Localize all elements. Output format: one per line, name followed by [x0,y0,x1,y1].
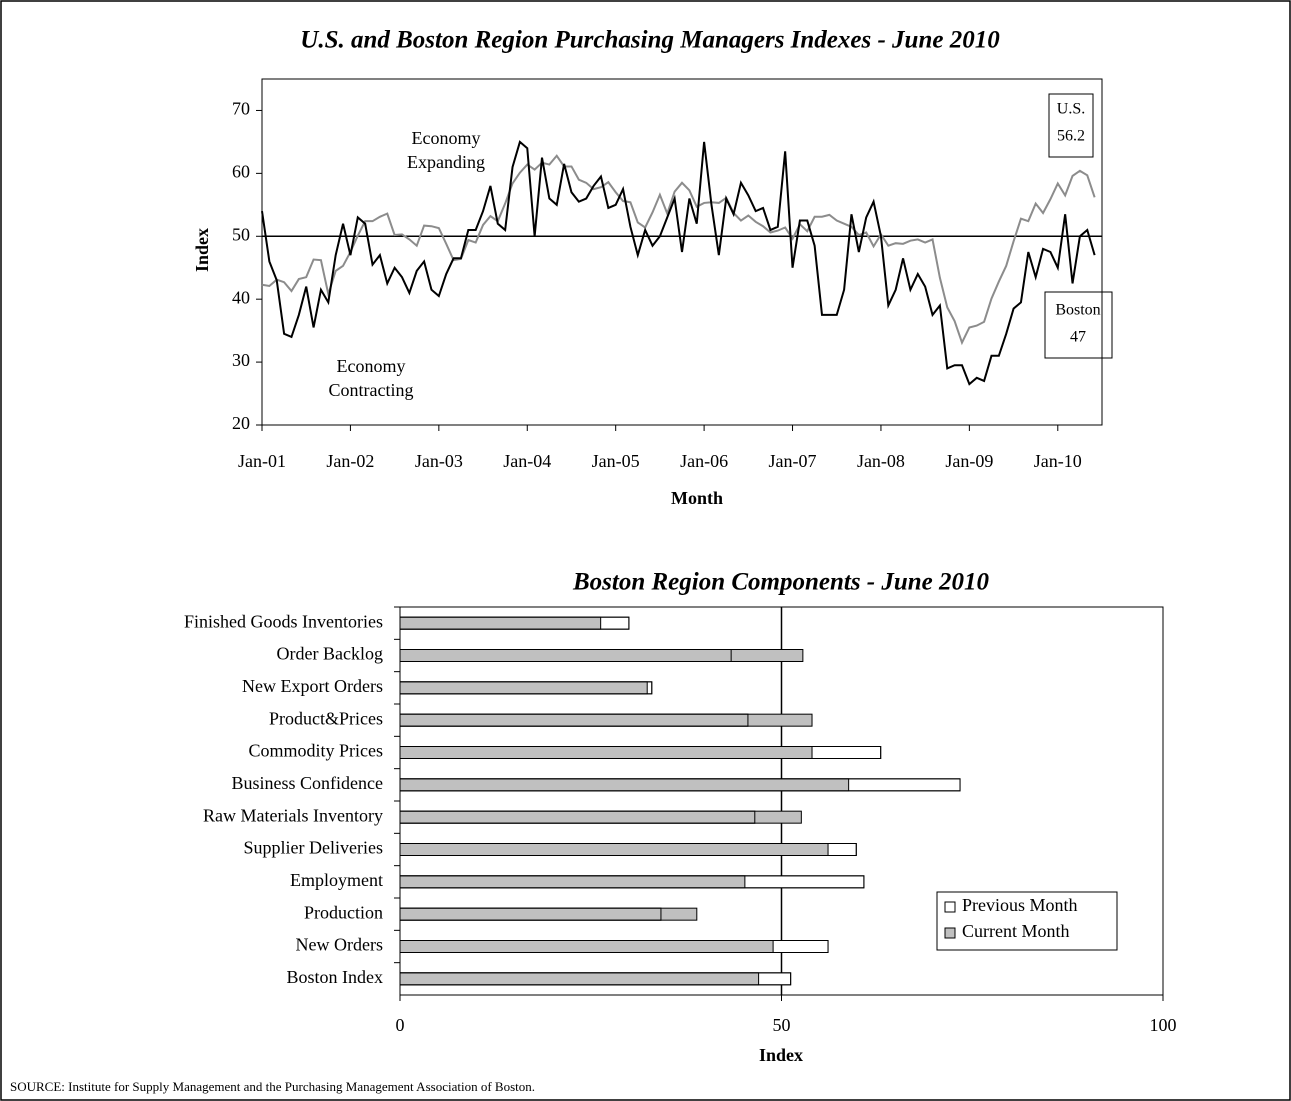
bar-title: Boston Region Components - June 2010 [572,569,990,596]
bar-outline [399,972,792,986]
end-label-box [1048,93,1094,158]
bar [399,940,774,953]
x-tick-label: Jan-04 [503,451,551,471]
y-axis-label: Index [192,228,212,272]
y-tick-label: Commodity Prices [249,741,384,761]
plot-area [261,78,1103,426]
legend-swatch [944,901,956,913]
legend-box [936,891,1118,951]
bar [399,649,804,662]
bar-outline [399,713,749,727]
legend-swatch [944,927,956,939]
x-tick-label: Jan-07 [769,451,817,471]
annotation: Contracting [329,380,414,400]
annotation: Economy [337,356,406,376]
bar-outline [399,875,865,889]
x-tick-label: 100 [1150,1015,1177,1035]
bar-outline [399,681,653,695]
bar-outline [399,810,756,824]
bar [399,972,760,986]
end-label: Boston [1055,302,1100,319]
bar [399,907,698,921]
annotation: Expanding [407,152,485,172]
y-tick-label: Order Backlog [277,644,383,664]
bar [399,746,813,759]
line-title: U.S. and Boston Region Purchasing Manage… [300,27,1000,54]
x-tick-label: 0 [396,1015,405,1035]
bar-outline [399,649,732,662]
y-tick-label: Supplier Deliveries [244,838,383,858]
bar-outline [399,843,857,856]
y-tick-label: Boston Index [287,967,384,987]
end-label: U.S. [1057,101,1085,118]
x-tick-label: Jan-03 [415,451,463,471]
bar-outline [399,746,882,759]
y-tick-label: 70 [232,99,250,119]
bar-outline [399,778,961,792]
y-tick-label: 60 [232,161,250,181]
x-tick-label: Jan-10 [1034,451,1082,471]
x-tick-label: Jan-05 [592,451,640,471]
y-tick-label: 20 [232,413,250,433]
annotation: Economy [412,128,481,148]
y-tick-label: Product&Prices [269,708,383,728]
x-tick-label: Jan-09 [945,451,993,471]
y-tick-label: 30 [232,350,250,370]
bar [399,810,802,824]
x-axis-label: Index [759,1045,803,1065]
y-tick-label: Finished Goods Inventories [184,611,383,631]
y-tick-label: New Export Orders [242,676,383,696]
bar [399,681,648,695]
x-tick-label: 50 [773,1015,791,1035]
y-tick-label: 50 [232,224,250,244]
x-tick-label: Jan-01 [238,451,286,471]
x-axis-label: Month [671,488,723,508]
bar-outline [399,907,662,921]
y-tick-label: Business Confidence [232,773,383,793]
bar [399,778,850,792]
line-series [261,140,1096,386]
bar [399,713,813,727]
y-tick-label: Employment [290,870,383,890]
y-tick-label: Raw Materials Inventory [203,805,383,825]
y-tick-label: New Orders [296,935,383,955]
y-tick-label: Production [304,902,383,922]
legend-label: Previous Month [962,895,1078,915]
x-tick-label: Jan-02 [326,451,374,471]
x-tick-label: Jan-08 [857,451,905,471]
bar-outline [399,940,829,953]
line-series [261,154,1096,346]
bar [399,875,746,889]
x-tick-label: Jan-06 [680,451,728,471]
y-tick-label: 40 [232,287,250,307]
end-label: 56.2 [1057,128,1085,145]
legend-label: Current Month [962,921,1070,941]
bar-outline [399,616,630,630]
bar [399,616,602,630]
end-label-box [1044,291,1113,359]
source: SOURCE: Institute for Supply Management … [10,1079,535,1094]
bar [399,843,829,856]
end-label: 47 [1070,329,1086,346]
